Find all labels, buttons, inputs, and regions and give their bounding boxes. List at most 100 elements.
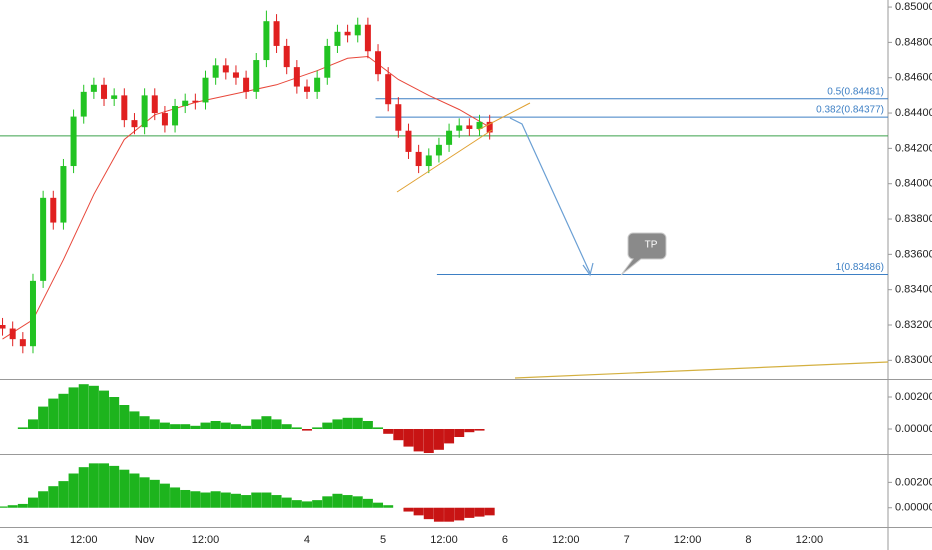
candle-body — [182, 100, 189, 106]
x-tick-label: 31 — [17, 534, 29, 546]
histogram-bar — [58, 393, 69, 429]
histogram-bar — [271, 419, 282, 429]
y-tick-label: 0.84400 — [895, 107, 932, 119]
histogram-bar — [17, 503, 28, 508]
histogram-bar — [129, 411, 140, 429]
histogram-bar — [99, 463, 110, 508]
tp-callout — [620, 232, 667, 276]
candle-body — [192, 100, 199, 103]
candle-body — [466, 125, 473, 129]
histogram-bar — [322, 422, 333, 429]
histogram-bar — [200, 492, 211, 508]
histogram-bar — [78, 384, 89, 429]
candle-body — [476, 121, 483, 129]
histogram-bar — [180, 489, 191, 508]
histogram-bar — [301, 429, 312, 431]
fib-label: 0.382(0.84377) — [816, 105, 884, 116]
x-tick-label: 6 — [502, 534, 508, 546]
histogram-bar — [7, 505, 18, 508]
candle-body — [293, 67, 300, 87]
histogram-bar — [109, 465, 120, 508]
histogram-bar — [27, 497, 38, 508]
candle-body — [50, 197, 57, 223]
candle-body — [456, 125, 463, 131]
y-tick-label: 0.85000 — [895, 1, 932, 13]
histogram-bar — [474, 507, 485, 517]
histogram-bar — [373, 427, 384, 429]
histogram-bar — [484, 507, 495, 516]
histogram-bar — [38, 491, 49, 508]
y-tick-label: 0.84000 — [895, 178, 932, 190]
histogram-bar — [352, 417, 363, 429]
histogram-bar — [291, 500, 302, 508]
histogram-bar — [149, 479, 160, 508]
y-tick-label: 0.00200 — [895, 391, 932, 403]
candle-body — [151, 95, 158, 114]
histogram-bar — [190, 425, 201, 429]
histogram-bar — [159, 483, 170, 508]
x-tick-label: Nov — [135, 534, 155, 546]
candle-body — [405, 130, 412, 152]
candle-body — [283, 45, 290, 68]
tp-label: TP — [645, 240, 658, 251]
histogram-bar — [68, 473, 79, 508]
histogram-bar — [291, 427, 302, 429]
x-tick-label: 12:00 — [552, 534, 580, 546]
histogram-bar — [261, 416, 272, 429]
candle-body — [90, 84, 97, 92]
histogram-bar — [454, 507, 465, 521]
histogram-bar — [210, 491, 221, 508]
trend-line — [477, 102, 531, 131]
histogram-bar — [362, 421, 373, 429]
y-tick-label: 0.84200 — [895, 142, 932, 154]
candle-body — [9, 328, 16, 340]
x-tick-label: 12:00 — [674, 534, 702, 546]
candle-body — [70, 116, 77, 167]
histogram-bar — [230, 424, 241, 429]
histogram-bar — [383, 505, 394, 508]
candle-body — [101, 84, 108, 99]
histogram-bar — [271, 495, 282, 508]
candle-body — [131, 120, 138, 128]
x-tick-label: 12:00 — [796, 534, 824, 546]
candle-body — [29, 280, 36, 347]
y-tick-label: 0.83400 — [895, 284, 932, 296]
candle-body — [385, 74, 392, 105]
histogram-bar — [362, 498, 373, 508]
candle-body — [212, 65, 219, 78]
histogram-bar — [373, 502, 384, 508]
histogram-bar — [149, 419, 160, 429]
histogram-bar — [241, 425, 252, 429]
candle-body — [486, 121, 493, 133]
histogram-bar — [190, 491, 201, 508]
histogram-bar — [474, 429, 485, 431]
histogram-bar — [159, 422, 170, 429]
candle-body — [364, 24, 371, 52]
candle-body — [80, 91, 87, 117]
x-tick-label: 4 — [304, 534, 310, 546]
histogram-bar — [17, 427, 28, 429]
histogram-bar — [170, 487, 181, 508]
histogram-bar — [281, 424, 292, 429]
histogram-bar — [58, 481, 69, 508]
candle-body — [121, 95, 128, 121]
histogram-bar — [433, 507, 444, 522]
candle-body — [395, 104, 402, 131]
histogram-bar — [433, 429, 444, 450]
x-tick-label: 12:00 — [430, 534, 458, 546]
histogram-bar — [27, 419, 38, 429]
candle-body — [172, 105, 179, 126]
histogram-bar — [78, 467, 89, 508]
candle-body — [303, 86, 310, 92]
histogram-bar — [301, 501, 312, 508]
histogram-bar — [444, 429, 455, 444]
fib-label: 1(0.83486) — [836, 262, 884, 273]
histogram-bar — [413, 429, 424, 452]
candle-body — [273, 21, 280, 46]
histogram-bar — [413, 507, 424, 516]
x-tick-label: 12:00 — [70, 534, 98, 546]
arrow-head — [582, 262, 594, 277]
